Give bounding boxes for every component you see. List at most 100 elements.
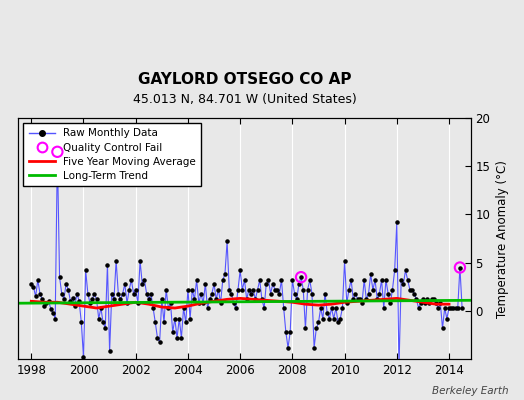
Point <box>179 305 188 311</box>
Point <box>277 277 286 283</box>
Point <box>321 290 329 297</box>
Point <box>84 290 92 297</box>
Point <box>406 286 414 293</box>
Point <box>212 296 221 302</box>
Point <box>77 319 85 326</box>
Point <box>114 290 123 297</box>
Point <box>443 316 451 322</box>
Point <box>275 290 283 297</box>
Point <box>417 300 425 306</box>
Point <box>323 310 331 316</box>
Point <box>214 286 223 293</box>
Point <box>164 305 172 311</box>
Point <box>351 290 359 297</box>
Point <box>369 286 377 293</box>
Point <box>177 335 185 341</box>
Point <box>425 300 434 306</box>
Point <box>199 300 208 306</box>
Point <box>456 264 464 271</box>
Point <box>262 281 270 287</box>
Point <box>127 277 136 283</box>
Point <box>136 258 144 264</box>
Point <box>197 290 205 297</box>
Point <box>205 296 214 302</box>
Point <box>336 316 344 322</box>
Point <box>160 319 168 326</box>
Point <box>60 296 68 302</box>
Point <box>227 290 236 297</box>
Point <box>107 290 116 297</box>
Point <box>354 296 362 302</box>
Point <box>192 277 201 283</box>
Point <box>371 277 379 283</box>
Point <box>456 264 464 271</box>
Point <box>428 296 436 302</box>
Point <box>345 286 353 293</box>
Point <box>143 290 151 297</box>
Point <box>303 286 312 293</box>
Point <box>81 267 90 274</box>
Point <box>410 290 419 297</box>
Point <box>138 281 146 287</box>
Point <box>292 296 301 302</box>
Point <box>388 286 397 293</box>
Point <box>88 296 96 302</box>
Point <box>53 148 62 155</box>
Point <box>269 281 277 287</box>
Point <box>308 290 316 297</box>
Legend: Raw Monthly Data, Quality Control Fail, Five Year Moving Average, Long-Term Tren: Raw Monthly Data, Quality Control Fail, … <box>24 123 201 186</box>
Point <box>221 271 229 278</box>
Point <box>31 293 40 300</box>
Point <box>247 290 255 297</box>
Point <box>208 290 216 297</box>
Y-axis label: Temperature Anomaly (°C): Temperature Anomaly (°C) <box>496 160 509 318</box>
Point <box>447 305 455 311</box>
Point <box>328 305 336 311</box>
Point <box>216 300 225 306</box>
Point <box>338 305 346 311</box>
Point <box>356 296 364 302</box>
Point <box>264 277 272 283</box>
Point <box>116 296 125 302</box>
Point <box>316 305 325 311</box>
Point <box>414 305 423 311</box>
Point <box>75 298 83 304</box>
Point <box>219 277 227 283</box>
Point <box>286 329 294 335</box>
Point <box>223 238 231 245</box>
Point <box>434 305 442 311</box>
Point <box>203 305 212 311</box>
Point <box>53 148 62 155</box>
Point <box>36 290 44 297</box>
Point <box>379 305 388 311</box>
Point <box>49 310 57 316</box>
Point <box>341 258 349 264</box>
Point <box>40 303 49 309</box>
Point <box>245 286 253 293</box>
Point <box>166 300 174 306</box>
Point <box>194 300 203 306</box>
Point <box>45 298 53 304</box>
Point <box>145 296 153 302</box>
Point <box>282 329 290 335</box>
Point <box>271 286 279 293</box>
Point <box>232 305 240 311</box>
Point <box>401 267 410 274</box>
Point <box>362 296 370 302</box>
Point <box>210 281 218 287</box>
Point <box>438 325 446 332</box>
Point <box>154 335 162 341</box>
Point <box>330 316 338 322</box>
Point <box>458 305 466 311</box>
Point <box>364 290 373 297</box>
Point <box>343 300 351 306</box>
Point <box>297 274 305 280</box>
Point <box>258 296 266 302</box>
Point <box>375 290 384 297</box>
Point <box>132 286 140 293</box>
Point <box>384 290 392 297</box>
Point <box>101 325 110 332</box>
Point <box>34 277 42 283</box>
Point <box>73 290 81 297</box>
Point <box>112 258 121 264</box>
